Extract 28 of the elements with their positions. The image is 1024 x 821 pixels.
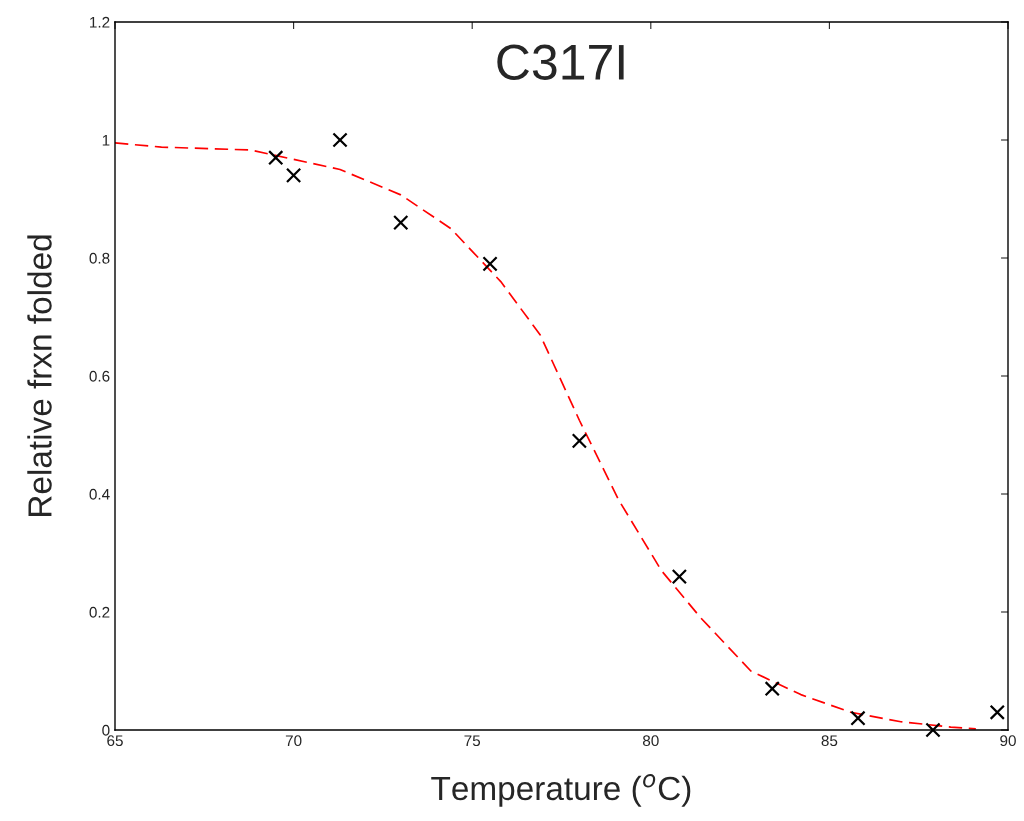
chart-title: C317I — [497, 44, 624, 80]
y-tick-label: 1.2 — [90, 16, 110, 28]
x-tick-label: 70 — [285, 735, 302, 747]
point — [268, 150, 284, 166]
point — [850, 710, 866, 726]
y-tick-label: 0.4 — [89, 488, 110, 500]
y-tick-label: 0.6 — [89, 370, 110, 382]
point — [285, 167, 302, 184]
y-tick-label: 0.2 — [89, 606, 110, 618]
y-axis-title: Relative frxn folded — [27, 235, 52, 516]
point — [571, 433, 588, 449]
y-tick-label: 1 — [102, 135, 110, 146]
y-tick-label: 0.8 — [89, 252, 110, 264]
x-tick-label: 85 — [821, 735, 838, 747]
point — [989, 704, 1005, 720]
line-series — [115, 142, 977, 730]
point — [393, 214, 409, 231]
x-tick-label: 65 — [107, 735, 123, 747]
x-tick-label: 90 — [1000, 735, 1016, 747]
x-axis-title: Temperature ($^{o}$C) — [431, 774, 691, 807]
x-tick-label: 80 — [642, 735, 659, 747]
point — [671, 568, 688, 585]
x-tick-label: 75 — [464, 735, 481, 747]
point — [925, 722, 941, 738]
point — [482, 256, 498, 272]
point — [332, 132, 348, 148]
point — [764, 681, 780, 697]
y-tick-label: 0 — [102, 724, 110, 736]
